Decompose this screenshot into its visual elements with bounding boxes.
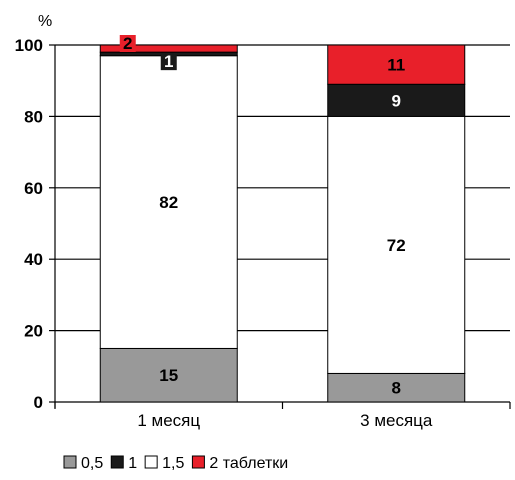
y-tick-label: 40 <box>24 250 43 269</box>
bar-segment <box>327 44 466 85</box>
data-label: 1 <box>164 52 173 71</box>
y-tick-label: 60 <box>24 179 43 198</box>
x-tick-label: 3 месяца <box>360 411 433 430</box>
data-label: 8 <box>392 379 401 398</box>
data-label: 11 <box>387 56 405 75</box>
y-unit-label: % <box>38 13 52 30</box>
x-tick-label: 1 месяц <box>137 411 200 430</box>
bars: 15 82 1 2 8 72 9 11 <box>99 34 466 403</box>
data-label: 15 <box>159 366 178 385</box>
y-tick-label: 80 <box>24 107 43 126</box>
data-label: 9 <box>392 91 401 110</box>
axes: 0 20 40 60 80 100 1 месяц 3 месяца <box>15 36 511 430</box>
data-label: 72 <box>387 236 406 255</box>
y-tick-label: 0 <box>34 393 43 412</box>
bar-segment <box>327 115 466 374</box>
legend-swatch <box>63 455 77 469</box>
legend-label: 1 <box>128 455 137 472</box>
bar-segment <box>327 372 466 403</box>
legend-label: 2 таблетки <box>209 455 288 472</box>
bar-segment <box>99 55 238 349</box>
legend-label: 1,5 <box>162 455 184 472</box>
data-label: 2 <box>123 34 132 53</box>
data-label: 82 <box>159 193 178 212</box>
data-label-box <box>119 35 136 52</box>
legend-swatch <box>144 455 158 469</box>
legend: 0,5 1 1,5 2 таблетки <box>63 455 288 472</box>
data-label-box <box>160 53 177 71</box>
y-tick-label: 20 <box>24 322 43 341</box>
legend-swatch <box>110 455 124 469</box>
bar-segment <box>327 83 466 117</box>
y-tick-label: 100 <box>15 36 43 55</box>
legend-label: 0,5 <box>81 455 103 472</box>
bar-segment <box>99 44 238 53</box>
legend-swatch <box>191 455 205 469</box>
bar-segment <box>99 347 238 403</box>
